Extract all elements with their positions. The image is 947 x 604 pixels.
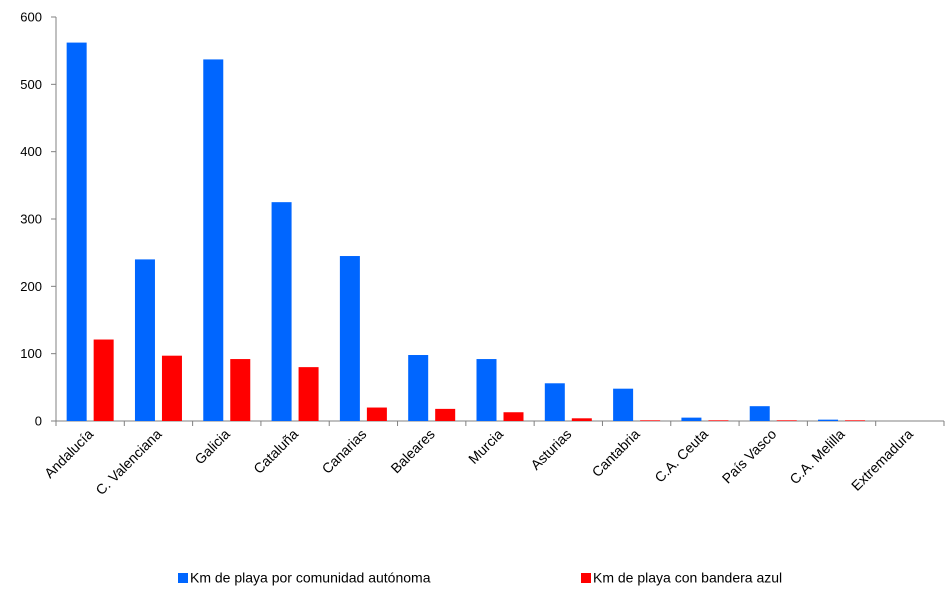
x-category-label: Extremadura <box>848 426 916 494</box>
legend-swatch <box>178 573 188 583</box>
bar-km-playa-2 <box>203 59 224 422</box>
y-tick-label: 500 <box>20 77 42 92</box>
bar-km-playa-8 <box>613 388 634 421</box>
x-category-label: C.A. Ceuta <box>651 426 711 486</box>
bar-km-playa-7 <box>544 383 565 421</box>
legend: Km de playa por comunidad autónoma Km de … <box>178 570 782 586</box>
bar-bandera-azul-1 <box>161 355 182 421</box>
x-category-label: Canarias <box>319 426 370 477</box>
bar-bandera-azul-3 <box>298 367 319 421</box>
bar-bandera-azul-7 <box>571 418 592 421</box>
bar-bandera-azul-4 <box>366 407 387 421</box>
bars <box>66 42 866 422</box>
x-category-label: Asturias <box>527 426 574 473</box>
axes <box>51 16 945 426</box>
bar-km-playa-9 <box>681 417 702 421</box>
legend-label: Km de playa con bandera azul <box>593 570 782 586</box>
y-tick-label: 200 <box>20 279 42 294</box>
x-category-label: Galicia <box>191 426 233 468</box>
bar-bandera-azul-0 <box>93 339 114 421</box>
y-tick-label: 400 <box>20 144 42 159</box>
x-category-label: País Vasco <box>719 426 780 487</box>
y-tick-label: 600 <box>20 10 42 25</box>
x-category-label: C.A. Melilla <box>786 426 848 488</box>
x-category-label: C. Valenciana <box>92 426 164 498</box>
y-tick-label: 300 <box>20 212 42 227</box>
bar-km-playa-5 <box>408 355 429 421</box>
bar-km-playa-0 <box>66 42 87 421</box>
y-tick-label: 100 <box>20 346 42 361</box>
legend-swatch <box>581 573 591 583</box>
bar-bandera-azul-8 <box>640 420 661 421</box>
bar-bandera-azul-9 <box>708 420 729 421</box>
bar-km-playa-6 <box>476 359 497 421</box>
bar-km-playa-10 <box>749 406 770 421</box>
x-category-label: Baleares <box>387 426 437 476</box>
bar-km-playa-4 <box>339 256 360 421</box>
bar-bandera-azul-5 <box>435 408 456 421</box>
x-category-label: Cantabria <box>588 426 642 480</box>
x-category-label: Andalucía <box>41 426 96 481</box>
bar-bandera-azul-2 <box>230 359 251 421</box>
bar-km-playa-3 <box>271 202 292 421</box>
x-category-label: Murcia <box>465 426 506 467</box>
y-tick-label: 0 <box>35 414 42 429</box>
bar-km-playa-1 <box>134 259 155 421</box>
legend-label: Km de playa por comunidad autónoma <box>190 570 431 586</box>
bar-bandera-azul-10 <box>776 420 797 421</box>
bar-bandera-azul-6 <box>503 412 524 421</box>
x-category-label: Cataluña <box>250 426 301 477</box>
bar-bandera-azul-11 <box>845 420 866 421</box>
bar-km-playa-11 <box>818 419 839 421</box>
